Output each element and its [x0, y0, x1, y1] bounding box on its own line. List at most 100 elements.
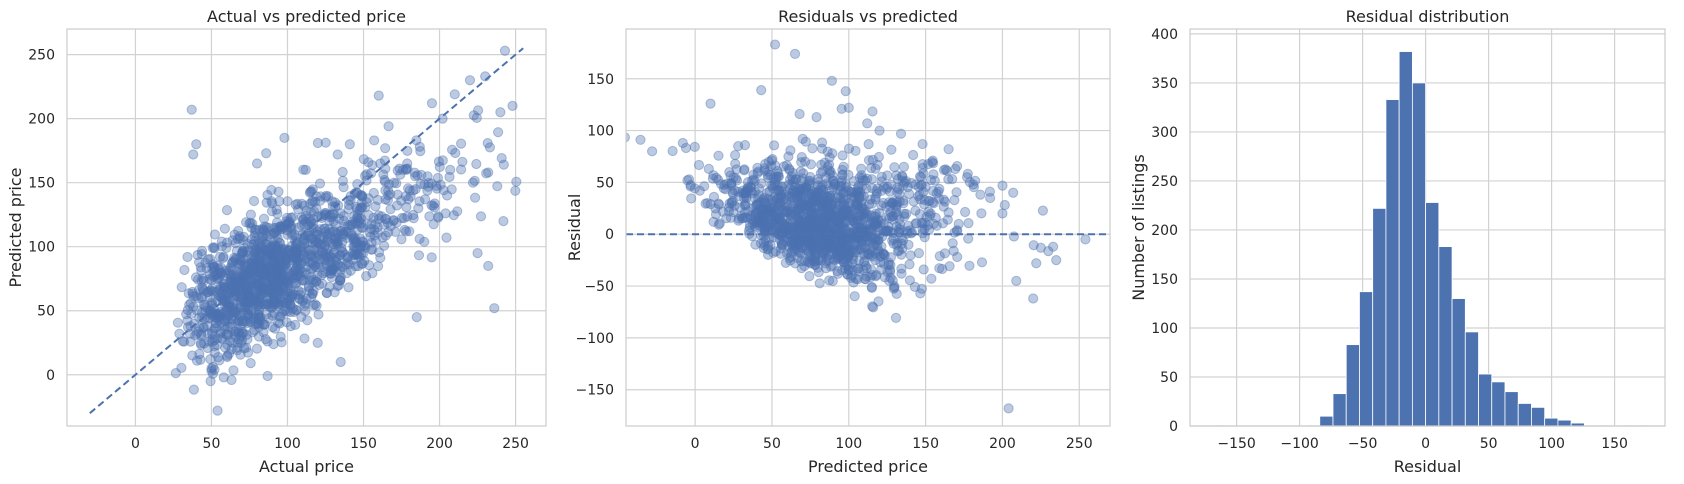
- scatter-point: [329, 287, 340, 298]
- scatter-point: [234, 310, 245, 321]
- scatter-point: [202, 287, 214, 298]
- scatter-point: [212, 274, 223, 285]
- scatter-point: [249, 224, 261, 235]
- scatter-point: [419, 179, 430, 190]
- scatter-point: [267, 198, 278, 209]
- scatter-point: [776, 237, 787, 249]
- scatter-point: [349, 245, 360, 256]
- scatter-point: [284, 218, 295, 229]
- scatter-point: [322, 236, 333, 247]
- scatter-point: [229, 326, 240, 337]
- scatter-point: [324, 215, 335, 226]
- plot-area: [89, 45, 524, 416]
- scatter-point: [369, 230, 380, 241]
- scatter-point: [312, 337, 323, 348]
- scatter-point: [223, 310, 234, 321]
- scatter-point: [205, 354, 216, 365]
- scatter-point: [276, 272, 287, 283]
- scatter-point: [796, 256, 807, 267]
- scatter-point: [723, 206, 735, 217]
- scatter-point: [759, 240, 771, 251]
- scatter-point: [216, 332, 227, 343]
- scatter-point: [276, 288, 287, 299]
- scatter-point: [236, 290, 247, 301]
- histogram-bar: [1531, 406, 1546, 426]
- scatter-point: [246, 304, 257, 316]
- y-tick-label: 50: [37, 304, 55, 320]
- scatter-point: [429, 198, 440, 209]
- scatter-point: [231, 278, 242, 289]
- x-axis-label: Predicted price: [808, 457, 928, 476]
- scatter-point: [209, 243, 220, 254]
- scatter-point: [255, 256, 266, 267]
- scatter-point: [226, 374, 237, 386]
- scatter-point: [257, 231, 268, 243]
- scatter-point: [206, 285, 217, 296]
- scatter-point: [257, 319, 269, 330]
- scatter-point: [408, 213, 419, 224]
- scatter-point: [301, 293, 312, 304]
- scatter-point: [267, 261, 278, 272]
- scatter-point: [265, 274, 276, 285]
- scatter-point: [999, 199, 1010, 211]
- scatter-point: [254, 250, 265, 261]
- scatter-point: [400, 191, 411, 202]
- scatter-point: [283, 273, 294, 285]
- scatter-point: [260, 269, 271, 280]
- chart-panel-3: −150 −100 −50 0 50 100 150 0 50 100 150 200 250 300 35…: [1129, 7, 1666, 476]
- scatter-point: [266, 242, 277, 253]
- scatter-point: [204, 336, 215, 347]
- y-tick-label: 300: [1151, 125, 1178, 141]
- scatter-point: [296, 212, 307, 223]
- histogram-bar: [1345, 344, 1360, 426]
- x-tick-label: 150: [1601, 436, 1628, 452]
- scatter-point: [964, 260, 975, 271]
- scatter-point: [464, 75, 476, 86]
- y-tick-label: −50: [584, 279, 614, 295]
- scatter-point: [221, 305, 232, 316]
- scatter-point: [288, 306, 300, 318]
- scatter-point: [268, 339, 279, 350]
- scatter-point: [433, 211, 444, 222]
- scatter-point: [306, 263, 317, 274]
- scatter-point: [307, 288, 318, 299]
- scatter-point: [309, 228, 321, 239]
- scatter-point: [352, 209, 363, 220]
- scatter-point: [368, 187, 379, 199]
- scatter-point: [243, 245, 254, 256]
- scatter-point: [230, 306, 241, 317]
- scatter-point: [250, 227, 261, 238]
- scatter-point: [426, 252, 437, 263]
- scatter-point: [216, 241, 228, 252]
- scatter-point: [322, 233, 333, 244]
- scatter-point: [951, 187, 962, 198]
- scatter-point: [326, 265, 337, 276]
- scatter-point: [266, 281, 277, 292]
- scatter-point: [280, 304, 291, 315]
- scatter-point: [871, 186, 882, 197]
- scatter-point: [338, 215, 349, 226]
- scatter-point: [307, 184, 318, 195]
- scatter-point: [196, 249, 207, 260]
- scatter-point: [424, 211, 435, 222]
- scatter-point: [382, 195, 393, 206]
- histogram-bar: [1359, 291, 1374, 426]
- scatter-point: [224, 335, 235, 346]
- scatter-point: [192, 249, 203, 261]
- scatter-point: [913, 191, 924, 202]
- scatter-point: [301, 205, 312, 216]
- scatter-point: [338, 210, 349, 222]
- scatter-point: [228, 304, 239, 315]
- scatter-point: [800, 216, 811, 228]
- scatter-point: [219, 315, 230, 326]
- scatter-point: [347, 254, 359, 265]
- scatter-point: [247, 327, 258, 338]
- scatter-point: [270, 223, 282, 234]
- scatter-point: [219, 324, 230, 335]
- scatter-point: [258, 224, 269, 236]
- scatter-point: [635, 134, 646, 145]
- scatter-point: [188, 384, 199, 395]
- scatter-point: [914, 171, 926, 182]
- scatter-point: [278, 279, 289, 290]
